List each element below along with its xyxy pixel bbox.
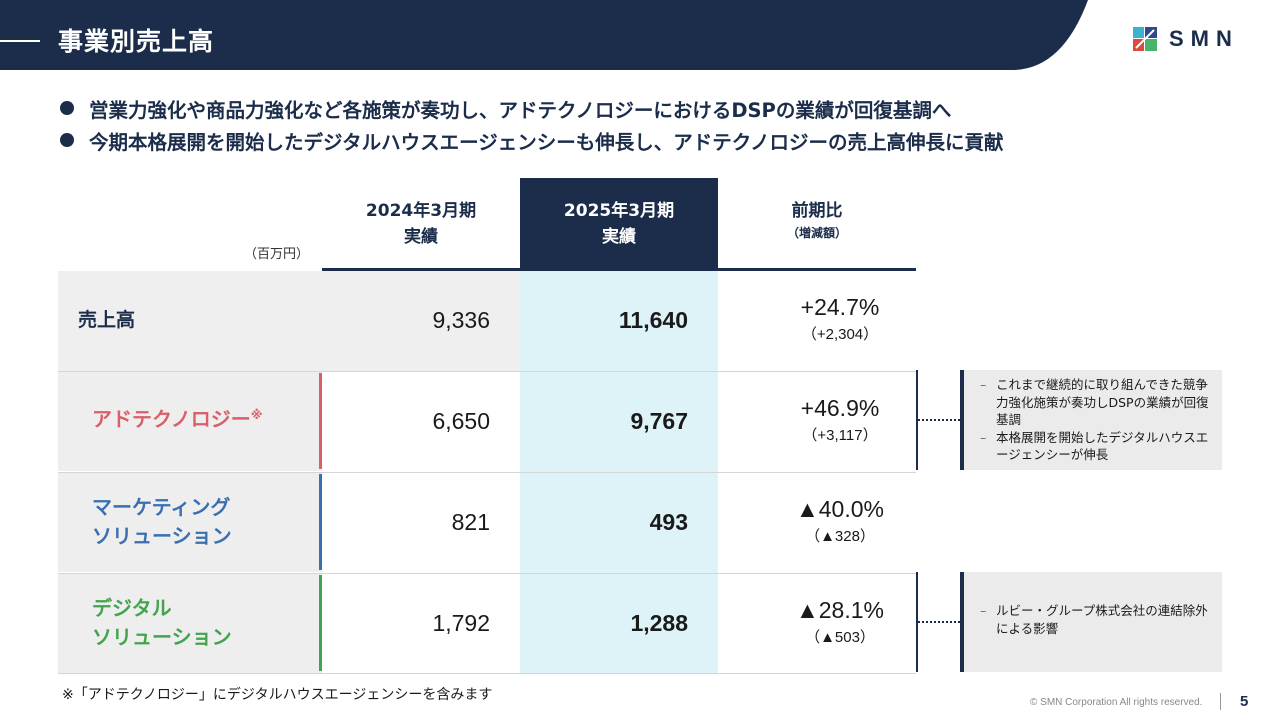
bullet-text: 今期本格展開を開始したデジタルハウスエージェンシーも伸長し、アドテクノロジーの売…: [89, 130, 1004, 154]
marketing-accent-bar: [319, 474, 322, 570]
column-header-sub: （増減額）: [786, 226, 847, 240]
bullet-dot-icon: [60, 101, 74, 115]
change-pct: +24.7%: [800, 294, 880, 320]
page-number: 5: [1240, 693, 1249, 710]
change-amount: （+2,304）: [801, 326, 879, 343]
column-header-line: 2025年3月期: [563, 201, 675, 221]
change-pct: +46.9%: [800, 395, 880, 421]
header-rule: [322, 268, 916, 271]
change-marketing: ▲40.0% （▲328）: [740, 494, 940, 548]
row-divider: [58, 472, 916, 473]
segment-label-background: [58, 573, 322, 673]
adtech-accent-bar: [319, 373, 322, 469]
brand-logo: SMN: [1133, 27, 1239, 51]
row-label-line: ソリューション: [92, 524, 232, 548]
note-box-digital: ルビー・グループ株式会社の連結除外による影響: [960, 572, 1222, 672]
column-header-line: 2024年3月期: [365, 201, 477, 221]
bullet-item: 今期本格展開を開始したデジタルハウスエージェンシーも伸長し、アドテクノロジーの売…: [60, 124, 1004, 156]
row-label-total: 売上高: [78, 309, 136, 331]
row-label-text: アドテクノロジー: [92, 407, 251, 431]
column-header-fy2025: 2025年3月期 実績: [520, 178, 718, 270]
note-connector-line: [916, 572, 918, 672]
row-divider: [58, 673, 916, 674]
note-connector-dots: [918, 419, 960, 421]
column-header-line: 実績: [602, 227, 636, 247]
note-item: これまで継続的に取り組んできた競争力強化施策が奏功しDSPの業績が回復基調: [980, 376, 1214, 429]
note-item: 本格展開を開始したデジタルハウスエージェンシーが伸長: [980, 429, 1214, 464]
header-accent-line: [0, 40, 40, 42]
note-connector-line: [916, 370, 918, 470]
value-fy2024-total: 9,336: [432, 307, 490, 333]
value-fy2025-adtech: 9,767: [630, 408, 688, 434]
note-box-adtech: これまで継続的に取り組んできた競争力強化施策が奏功しDSPの業績が回復基調 本格…: [960, 370, 1222, 470]
bullet-item: 営業力強化や商品力強化など各施策が奏功し、アドテクノロジーにおけるDSPの業績が…: [60, 92, 1004, 124]
bullet-text: 営業力強化や商品力強化など各施策が奏功し、アドテクノロジーにおけるDSPの業績が…: [89, 98, 952, 122]
row-label-line: ソリューション: [92, 625, 232, 649]
summary-bullets: 営業力強化や商品力強化など各施策が奏功し、アドテクノロジーにおけるDSPの業績が…: [60, 92, 1004, 156]
segment-label-background: [58, 371, 322, 471]
row-label-digital: デジタル ソリューション: [92, 594, 232, 652]
value-fy2024-marketing: 821: [451, 509, 490, 535]
segment-label-background: [58, 472, 322, 572]
row-divider: [58, 371, 916, 372]
footnote-mark: ※: [250, 408, 263, 422]
copyright: © SMN Corporation All rights reserved.: [1030, 697, 1203, 708]
bullet-dot-icon: [60, 133, 74, 147]
value-fy2024-digital: 1,792: [432, 610, 490, 636]
note-connector-dots: [918, 621, 960, 623]
change-total: +24.7% （+2,304）: [740, 292, 940, 346]
change-pct: ▲28.1%: [796, 597, 884, 623]
page-title: 事業別売上高: [58, 27, 215, 56]
row-label-line: マーケティング: [92, 495, 231, 519]
change-pct: ▲40.0%: [796, 496, 884, 522]
change-amount: （▲503）: [805, 629, 875, 646]
footer-separator: [1220, 693, 1221, 710]
digital-accent-bar: [319, 575, 322, 671]
value-fy2025-total: 11,640: [618, 307, 688, 333]
unit-label: （百万円）: [244, 247, 310, 262]
value-fy2025-marketing: 493: [649, 509, 688, 535]
row-label-marketing: マーケティング ソリューション: [92, 493, 232, 551]
change-adtech: +46.9% （+3,117）: [740, 393, 940, 447]
change-digital: ▲28.1% （▲503）: [740, 595, 940, 649]
footnote: ※「アドテクノロジー」にデジタルハウスエージェンシーを含みます: [62, 687, 493, 703]
column-header-line: 実績: [404, 227, 438, 247]
change-amount: （▲328）: [805, 528, 875, 545]
column-header-fy2024: 2024年3月期 実績: [322, 198, 520, 250]
row-label-line: デジタル: [92, 596, 172, 620]
value-fy2025-digital: 1,288: [630, 610, 688, 636]
smn-logo-icon: [1133, 27, 1157, 51]
note-item: ルビー・グループ株式会社の連結除外による影響: [980, 602, 1214, 637]
column-header-change: 前期比 （増減額）: [718, 198, 916, 242]
header-bar: [0, 0, 1090, 70]
value-fy2024-adtech: 6,650: [432, 408, 490, 434]
change-amount: （+3,117）: [802, 427, 878, 444]
row-label-adtech: アドテクノロジー※: [92, 405, 262, 434]
brand-name: SMN: [1169, 26, 1239, 51]
column-header-line: 前期比: [791, 201, 843, 221]
row-divider: [58, 573, 916, 574]
